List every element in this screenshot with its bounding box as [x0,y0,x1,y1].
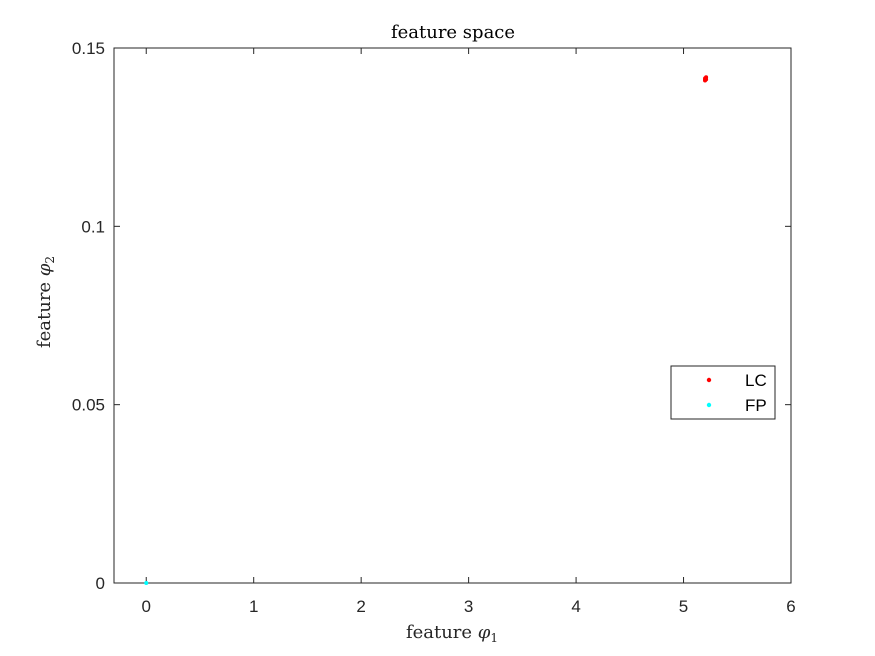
y-axis-label-subscript: 2 [43,256,57,264]
y-axis-ticks: 0 0.05 0.1 0.15 [72,39,791,593]
plot-area [113,47,792,584]
x-tick-label: 6 [786,597,795,616]
y-tick-label: 0.1 [81,217,105,236]
y-tick-label: 0.05 [72,396,105,415]
x-tick-label: 1 [249,597,258,616]
chart-title: feature space [391,22,515,43]
x-tick-label: 4 [571,597,580,616]
legend-entries: LC FP [706,371,767,415]
data-point-fp [144,581,149,585]
legend: LC FP [670,365,776,420]
y-axis-label-symbol: φ [34,263,55,276]
x-tick-label: 3 [464,597,473,616]
x-tick-label: 5 [679,597,688,616]
y-tick-label: 0 [96,574,105,593]
legend-box [670,365,776,420]
legend-label-lc: LC [745,371,767,390]
x-axis-label-prefix: feature [406,622,478,643]
x-axis-label-symbol: φ [478,622,491,643]
x-axis-ticks: 0 1 2 3 4 5 6 [142,48,796,616]
data-point-lc [703,77,708,82]
y-tick-label: 0.15 [72,39,105,58]
legend-label-fp: FP [745,396,767,415]
y-axis-label: feature φ2 [34,256,57,348]
x-tick-label: 2 [356,597,365,616]
x-axis-label: feature φ1 [406,622,498,645]
x-tick-label: 0 [142,597,151,616]
y-axis-label-prefix: feature [34,276,55,348]
x-axis-label-subscript: 1 [490,631,498,645]
legend-marker-lc [706,377,712,383]
data-points [144,75,709,585]
legend-marker-fp [706,402,712,408]
